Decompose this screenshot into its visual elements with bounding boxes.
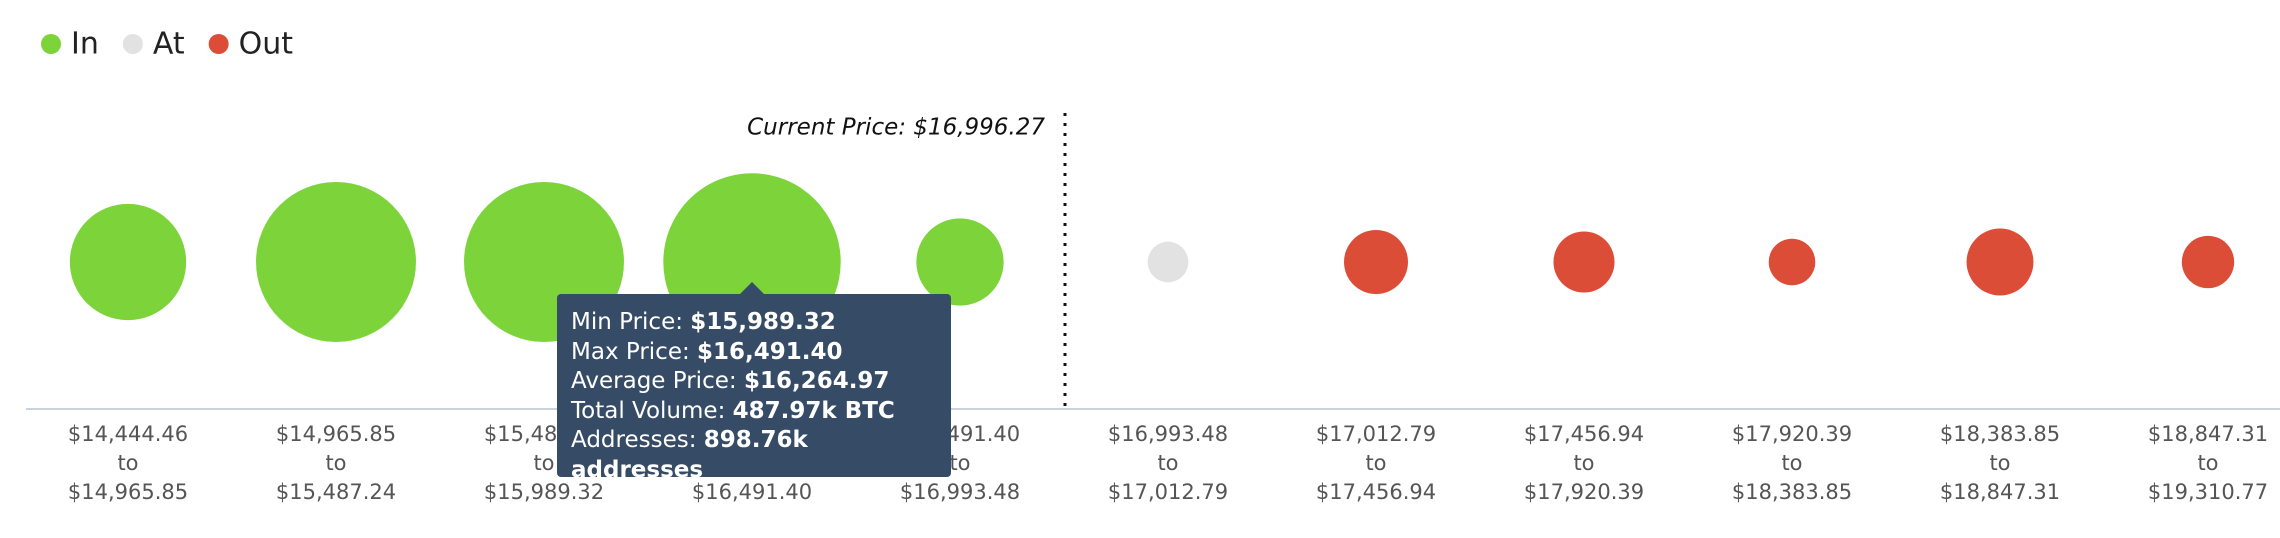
x-tick-label: $17,012.79 to $17,456.94 — [1315, 422, 1437, 504]
tooltip-label: Min Price: — [571, 309, 683, 335]
tooltip-value: $16,491.40 — [697, 338, 843, 365]
bubble — [256, 182, 416, 342]
tooltip-value: $15,989.32 — [690, 309, 836, 335]
bubble — [1147, 241, 1189, 283]
x-tick-label: $17,920.39 to $18,383.85 — [1731, 422, 1853, 504]
bubble — [1966, 228, 2034, 296]
bubble — [1343, 229, 1409, 295]
bubble — [1553, 231, 1615, 293]
legend-label: In — [71, 27, 99, 62]
x-tick-label: $18,847.31 to $19,310.77 — [2147, 422, 2269, 504]
tooltip: Min Price: $15,989.32 Max Price: $16,491.… — [557, 282, 951, 483]
tooltip-value: 487.97k BTC — [732, 397, 895, 424]
x-tick-label: $18,383.85 to $18,847.31 — [1939, 422, 2061, 504]
x-tick-label: $16,993.48 to $17,012.79 — [1107, 422, 1229, 504]
tooltip-label: Addresses: — [571, 427, 697, 453]
tooltip-row: Total Volume: 487.97k BTC — [571, 397, 937, 427]
current-price-label: Current Price: $16,996.27 — [747, 115, 1045, 141]
tooltip-label: Total Volume: — [571, 397, 726, 424]
tooltip-row: Max Price: $16,491.40 — [571, 338, 937, 368]
tooltip-value: $16,264.97 — [743, 368, 890, 394]
tooltip-label: Max Price: — [571, 338, 690, 365]
x-tick-label: $17,456.94 to $17,920.39 — [1523, 422, 1645, 504]
bubble — [916, 218, 1004, 306]
bubble — [2181, 235, 2235, 289]
tooltip-row: Addresses: 898.76k addresses — [571, 426, 937, 485]
bubble — [69, 203, 187, 321]
tooltip-row: Average Price: $16,264.97 — [571, 367, 937, 397]
legend-label: At — [153, 27, 185, 62]
x-tick-label: $14,444.46 to $14,965.85 — [67, 422, 189, 504]
tooltip-row: Min Price: $15,989.32 — [571, 308, 937, 338]
legend-marker — [41, 34, 61, 54]
legend-marker — [122, 34, 143, 54]
legend-marker — [208, 34, 229, 54]
tooltip-value: 898.76k addresses — [571, 427, 808, 483]
bubble — [1768, 238, 1816, 286]
legend-label: Out — [239, 27, 294, 62]
tooltip-arrow — [740, 282, 764, 294]
x-tick-label: $14,965.85 to $15,487.24 — [275, 422, 397, 504]
tooltip-label: Average Price: — [571, 368, 737, 394]
